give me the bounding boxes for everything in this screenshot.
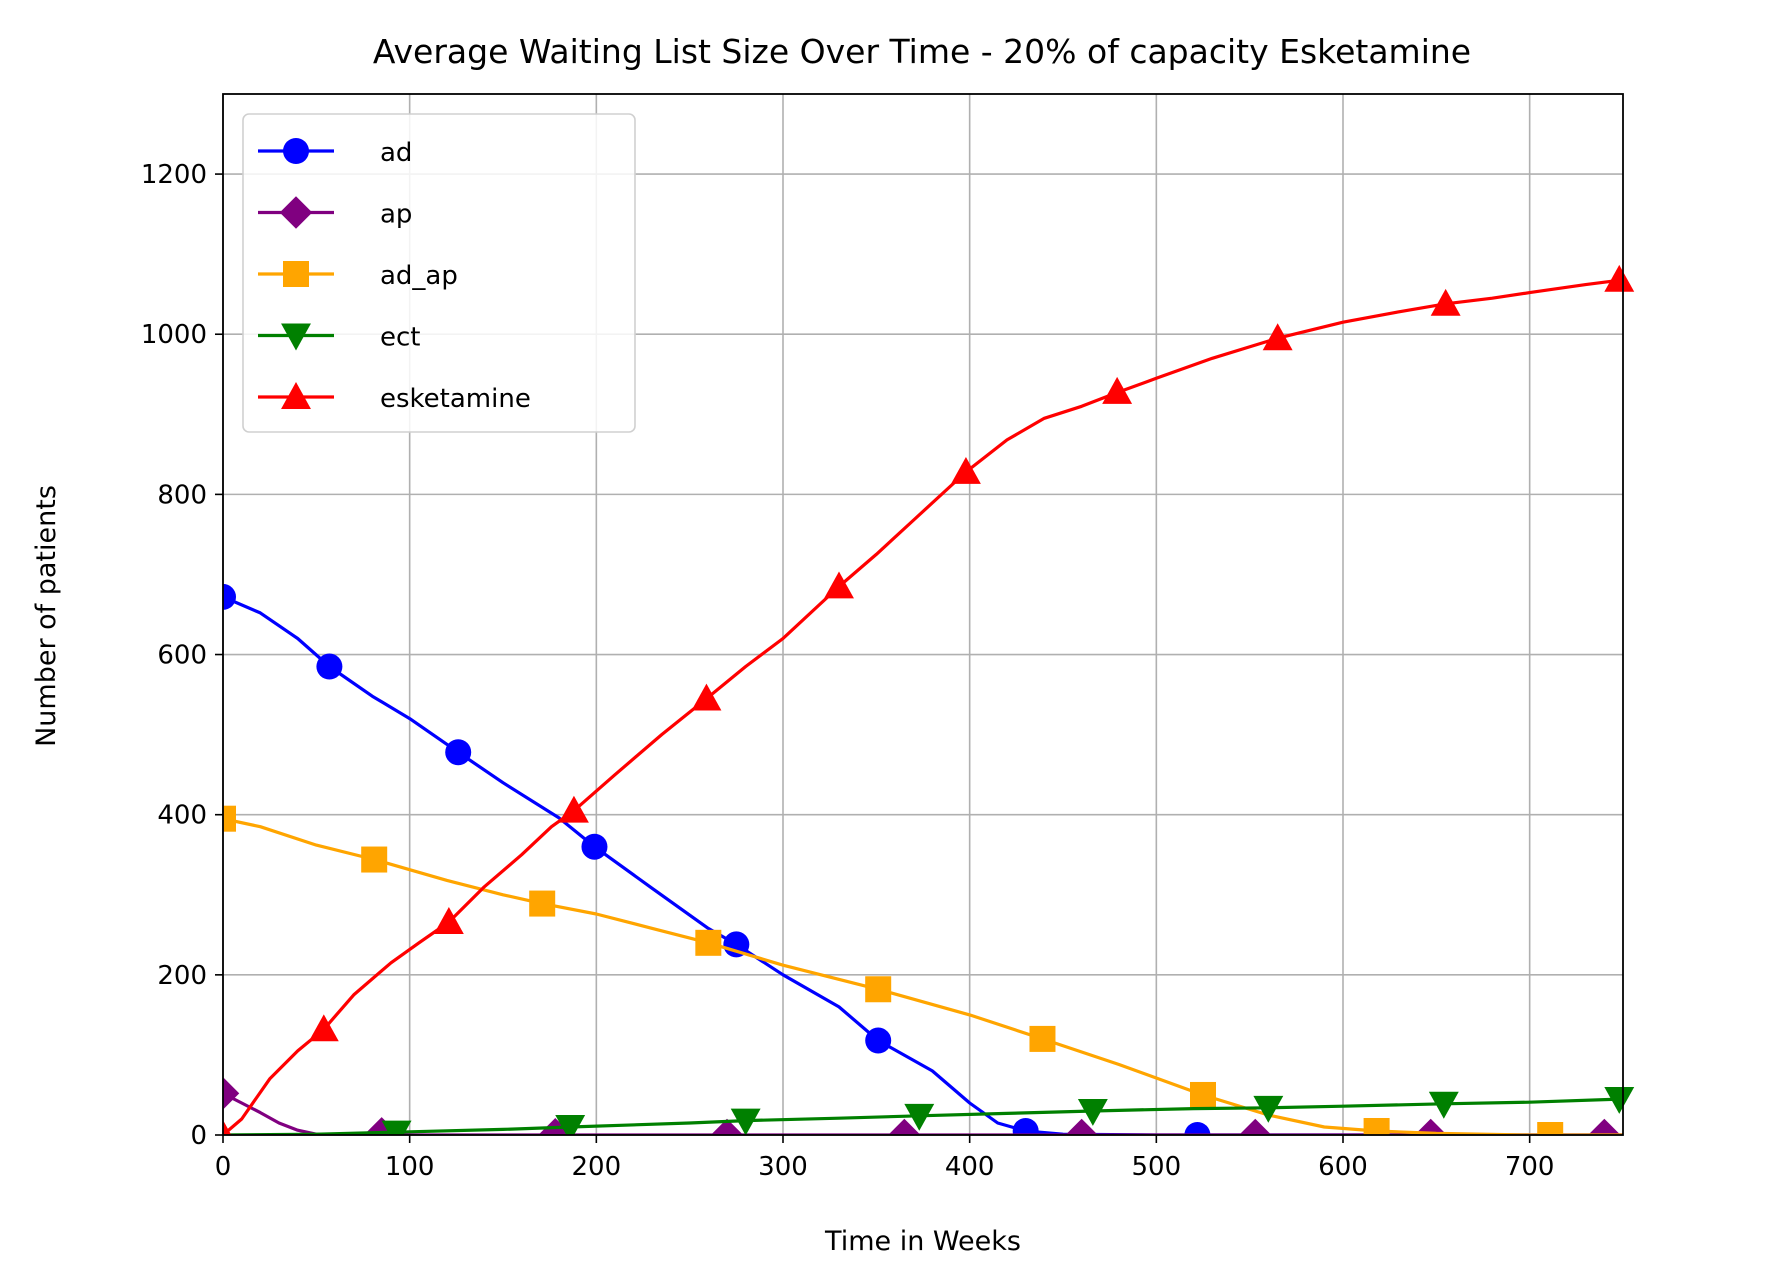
data-point-ad: [1012, 1118, 1039, 1135]
legend-label: ect: [380, 323, 421, 353]
data-point-esketamine: [223, 1120, 232, 1135]
y-tick-label: 0: [190, 1121, 207, 1151]
x-tick-label: 0: [215, 1152, 232, 1182]
data-point-ad: [316, 653, 343, 680]
data-point-esketamine: [1262, 323, 1293, 351]
series-line-ap: [223, 1091, 1623, 1135]
data-point-esketamine: [308, 1014, 339, 1042]
data-point-ad_ap: [1190, 1081, 1216, 1108]
x-tick-label: 100: [385, 1152, 435, 1182]
legend-item-ad_ap: ad_ap: [258, 261, 458, 291]
legend-box: [242, 113, 636, 433]
legend-item-ect: ect: [258, 323, 421, 353]
x-tick-label: 500: [1132, 1152, 1182, 1182]
data-point-ad_ap: [223, 805, 236, 832]
legend-item-esketamine: esketamine: [258, 382, 531, 414]
series-line-esketamine: [223, 278, 1624, 1135]
data-point-ect: [381, 1120, 412, 1135]
data-point-esketamine: [691, 683, 722, 711]
legend-marker: [279, 196, 313, 229]
x-tick-label: 400: [945, 1152, 995, 1182]
data-point-ap: [1414, 1118, 1447, 1135]
legend-marker: [283, 138, 309, 164]
data-point-esketamine: [1430, 288, 1461, 316]
y-tick-label: 800: [157, 480, 207, 510]
data-point-ad: [581, 833, 608, 860]
data-point-ad_ap: [529, 890, 556, 917]
data-point-ap: [1588, 1118, 1621, 1135]
x-tick-label: 300: [758, 1152, 808, 1182]
data-point-esketamine: [558, 795, 589, 823]
data-point-esketamine: [433, 907, 464, 934]
data-point-ect: [1253, 1095, 1284, 1123]
x-tick-label: 700: [1505, 1152, 1555, 1182]
legend-label: ap: [380, 200, 412, 230]
data-point-ect: [555, 1115, 586, 1135]
series-ap: [223, 1077, 1623, 1135]
data-point-ad_ap: [361, 846, 388, 873]
legend-marker: [283, 261, 309, 287]
data-point-ad: [1184, 1122, 1211, 1135]
data-point-ad: [223, 583, 236, 610]
series-ad: [223, 583, 1623, 1135]
data-point-ad_ap: [1029, 1025, 1056, 1052]
legend-marker: [281, 382, 311, 409]
data-point-ap: [710, 1118, 744, 1135]
data-point-ad_ap: [865, 976, 892, 1003]
y-tick-label: 1200: [141, 160, 207, 190]
data-point-ect: [1604, 1087, 1635, 1114]
legend-marker: [281, 323, 311, 351]
x-axis-label: Time in Weeks: [824, 1226, 1021, 1257]
data-point-ect: [1077, 1099, 1108, 1126]
data-point-esketamine: [1604, 264, 1635, 292]
series-line-ad: [223, 595, 1623, 1135]
legend-item-ad: ad: [258, 138, 412, 168]
x-tick-label: 600: [1318, 1152, 1368, 1182]
x-tick-label: 200: [572, 1152, 622, 1182]
y-tick-label: 1000: [141, 320, 207, 350]
y-tick-label: 200: [157, 961, 207, 991]
legend-label: ad_ap: [380, 261, 458, 291]
x-axis: 0 100 200 300 400 500 600 700: [215, 1135, 1555, 1182]
data-point-ad: [865, 1027, 892, 1054]
chart-title: Average Waiting List Size Over Time - 20…: [373, 32, 1471, 71]
data-point-ect: [1428, 1091, 1459, 1119]
y-tick-label: 600: [157, 641, 207, 671]
series-esketamine: [223, 264, 1635, 1135]
data-point-ap: [1239, 1118, 1272, 1135]
data-point-esketamine: [1102, 376, 1133, 404]
y-axis: 0 200 400 600 800 1000 1200: [141, 160, 223, 1151]
data-point-ect: [904, 1103, 935, 1131]
data-point-ap: [223, 1077, 240, 1110]
y-tick-label: 400: [157, 801, 207, 831]
data-point-ad_ap: [695, 929, 722, 956]
grid: [222, 94, 1623, 1136]
data-point-ad: [445, 739, 472, 766]
series-layer: [223, 264, 1635, 1135]
legend-label: esketamine: [380, 384, 531, 414]
data-point-esketamine: [950, 457, 981, 484]
series-ect: [223, 1087, 1635, 1135]
data-point-ap: [888, 1118, 921, 1135]
y-axis-label: Number of patients: [31, 485, 62, 747]
plot-frame: [222, 93, 1624, 1136]
series-line-ad_ap: [223, 817, 1623, 1135]
data-point-esketamine: [824, 571, 854, 599]
data-point-ad_ap: [1537, 1122, 1564, 1135]
data-point-ect: [730, 1108, 761, 1135]
data-point-ap: [1065, 1118, 1098, 1135]
legend-item-ap: ap: [258, 196, 412, 230]
series-ad_ap: [223, 805, 1623, 1135]
data-point-ad_ap: [1363, 1117, 1390, 1135]
legend-label: ad: [380, 138, 412, 168]
